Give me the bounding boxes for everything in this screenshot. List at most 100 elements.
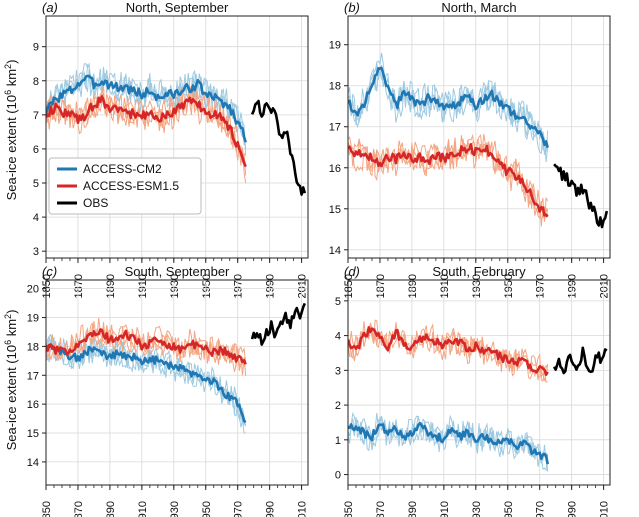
x-tick-label: 1850 <box>343 501 355 517</box>
y-axis-label-bottom: Sea-ice extent (106 km2) <box>3 310 19 451</box>
series-line-obs <box>250 302 306 346</box>
y-tick-label: 4 <box>335 331 341 343</box>
panel-d: 0 1 2 3 4 5 1850 1870 1890 1910 1930 1950 1970 1990 20… <box>335 264 611 517</box>
legend-label-obs: OBS <box>83 196 108 210</box>
y-tick-label: 17 <box>27 370 39 382</box>
series-line-access-esm1-5 <box>46 95 247 168</box>
y-tick-label: 2 <box>335 400 341 412</box>
legend-box <box>48 157 202 215</box>
y-tick-label: 15 <box>329 204 341 216</box>
panel-a-label: (a) <box>42 0 58 15</box>
panel-b-title: North, March <box>441 0 516 15</box>
x-tick-label: 1990 <box>567 274 579 298</box>
series-line-access-esm1-5 <box>348 326 549 376</box>
ensemble-member-line <box>348 319 548 383</box>
series-line-access-cm2 <box>348 422 549 465</box>
x-tick-label: 2010 <box>599 274 611 298</box>
y-tick-label: 16 <box>27 399 39 411</box>
legend-item-obs: OBS <box>57 196 108 210</box>
y-tick-label: 7 <box>33 110 39 122</box>
x-tick-label: 1890 <box>105 501 117 517</box>
x-tick-label: 1890 <box>105 274 117 298</box>
x-tick-label: 1950 <box>503 501 515 517</box>
y-tick-label: 20 <box>27 284 39 296</box>
panel-d-grid <box>347 280 610 485</box>
series-line-access-cm2 <box>348 66 549 149</box>
y-tick-label: 17 <box>329 122 341 134</box>
series-line-obs <box>250 99 307 196</box>
x-tick-label: 1870 <box>73 274 85 298</box>
x-tick-label: 1870 <box>375 274 387 298</box>
y-tick-label: 0 <box>335 470 341 482</box>
ensemble-member-line <box>46 321 247 371</box>
y-tick-label: 18 <box>27 341 39 353</box>
ensemble-member-line <box>46 339 246 434</box>
y-tick-label: 1 <box>335 435 341 447</box>
panel-c-label: (c) <box>42 264 57 279</box>
x-tick-label: 1990 <box>265 501 277 517</box>
series-line-obs <box>553 163 609 229</box>
y-tick-label: 14 <box>27 457 39 469</box>
panel-c-y-axis: 14 15 16 17 18 19 20 <box>27 284 46 469</box>
panel-a-plot-area <box>46 62 307 196</box>
panel-d-x-axis: 1850 1870 1890 1910 1930 1950 1970 1990 2010 <box>343 485 611 517</box>
x-tick-label: 1970 <box>535 501 547 517</box>
x-tick-label: 2010 <box>297 501 309 517</box>
series-line-access-cm2 <box>46 344 247 424</box>
x-tick-label: 1930 <box>169 501 181 517</box>
panel-d-frame <box>347 279 611 486</box>
y-tick-label: 6 <box>33 144 39 156</box>
x-tick-label: 1970 <box>233 274 245 298</box>
panel-d-y-axis: 0 1 2 3 4 5 <box>335 296 348 482</box>
panel-d-title: South, February <box>432 264 526 279</box>
panel-b-y-axis: 14 15 16 17 18 19 <box>329 40 348 257</box>
panel-b-label: (b) <box>344 0 360 15</box>
x-tick-label: 1870 <box>73 501 85 517</box>
legend-item-access-esm: ACCESS-ESM1.5 <box>57 179 179 193</box>
x-tick-label: 1930 <box>471 501 483 517</box>
y-axis-label-top: Sea-ice extent (106 km2) <box>3 60 19 201</box>
panel-a-y-axis: 3 4 5 6 7 8 9 <box>33 42 46 258</box>
panel-c: 14 15 16 17 18 19 20 1850 1870 1890 1910 1930 1950 19… <box>27 264 309 517</box>
legend-label-access-esm: ACCESS-ESM1.5 <box>83 179 179 193</box>
panel-a-title: North, September <box>126 0 229 15</box>
legend-label-access-cm2: ACCESS-CM2 <box>83 162 162 176</box>
panel-c-plot-area <box>46 302 306 434</box>
panel-b-plot-area <box>348 52 609 229</box>
y-tick-label: 19 <box>329 40 341 52</box>
panel-c-title: South, September <box>125 264 230 279</box>
x-tick-label: 1850 <box>41 501 53 517</box>
x-tick-label: 1910 <box>439 501 451 517</box>
panel-d-plot-area <box>348 319 608 472</box>
x-tick-label: 1890 <box>407 274 419 298</box>
y-tick-label: 18 <box>329 81 341 93</box>
panel-c-grid <box>45 280 308 485</box>
ensemble-member-line <box>348 133 549 220</box>
x-tick-label: 1910 <box>137 501 149 517</box>
x-tick-label: 1970 <box>535 274 547 298</box>
panel-c-x-axis: 1850 1870 1890 1910 1930 1950 1970 1990 2010 <box>41 485 309 517</box>
y-tick-label: 14 <box>329 245 341 257</box>
x-tick-label: 2010 <box>297 274 309 298</box>
x-tick-label: 1950 <box>201 501 213 517</box>
x-tick-label: 1970 <box>233 501 245 517</box>
panel-c-frame <box>45 279 309 486</box>
x-tick-label: 1870 <box>375 501 387 517</box>
y-tick-label: 15 <box>27 428 39 440</box>
series-line-obs <box>552 346 608 375</box>
panel-b-frame <box>347 15 611 259</box>
y-tick-label: 8 <box>33 76 39 88</box>
ensemble-member-line <box>348 62 549 155</box>
legend: ACCESS-CM2 ACCESS-ESM1.5 OBS <box>48 157 202 215</box>
ensemble-member-line <box>348 52 549 153</box>
ensemble-member-line <box>348 411 549 466</box>
x-tick-label: 1990 <box>567 501 579 517</box>
x-tick-label: 1890 <box>407 501 419 517</box>
y-tick-label: 16 <box>329 163 341 175</box>
panel-a-frame <box>45 15 309 259</box>
y-tick-label: 3 <box>335 365 341 377</box>
legend-item-access-cm2: ACCESS-CM2 <box>57 162 162 176</box>
